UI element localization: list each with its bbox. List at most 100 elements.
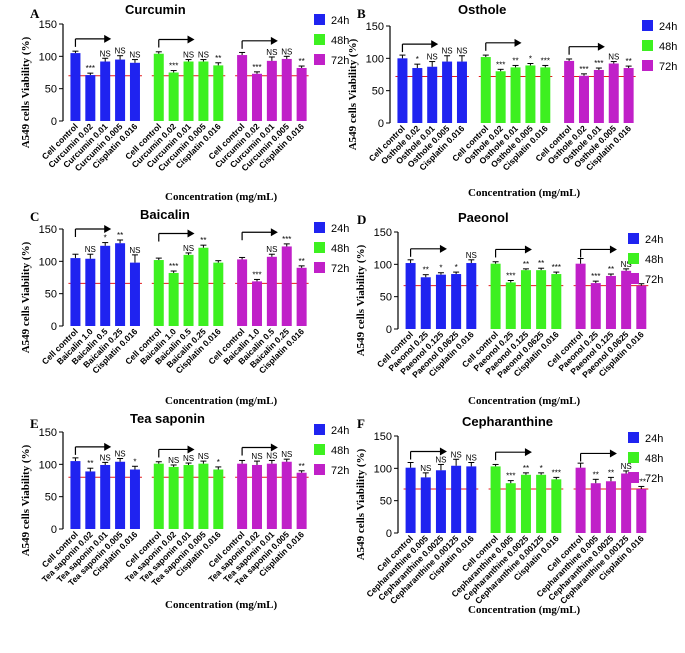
panel-A: A Curcumin 0 50 100 150 A549 cells Viability (…: [20, 2, 349, 203]
chart-title: Curcumin: [125, 2, 186, 17]
panel-letter: D: [357, 212, 366, 227]
significance-label: ***: [252, 63, 261, 72]
bar-72h-4: [636, 285, 647, 329]
bar-24h-4: [129, 469, 140, 529]
bar-24h-4: [129, 62, 140, 121]
legend-swatch-24h: [314, 14, 325, 25]
y-tick-label: 0: [51, 321, 57, 333]
bar-24h-4: [466, 466, 477, 533]
y-tick-label: 150: [39, 224, 57, 236]
y-tick-label: 150: [39, 427, 57, 439]
legend-label-24h: 24h: [331, 425, 349, 437]
significance-label: NS: [466, 454, 477, 463]
significance-label: NS: [198, 452, 209, 461]
bar-24h-0: [405, 263, 416, 329]
y-tick-label: 100: [366, 53, 384, 65]
significance-label: ***: [579, 65, 588, 74]
legend-swatch-24h: [628, 233, 639, 244]
bar-24h-3: [451, 465, 462, 533]
y-tick-label: 0: [386, 528, 392, 540]
significance-label: **: [523, 260, 529, 269]
bar-72h-1: [251, 73, 262, 121]
bar-72h-0: [237, 259, 248, 326]
y-tick-label: 150: [374, 227, 392, 239]
significance-label: ***: [594, 59, 603, 68]
y-tick-label: 100: [39, 459, 57, 471]
significance-label: ***: [86, 64, 95, 73]
bar-72h-0: [237, 55, 248, 121]
arrow-head: [270, 228, 278, 237]
bar-48h-3: [198, 463, 209, 529]
significance-label: NS: [85, 245, 96, 254]
legend-swatch-48h: [642, 40, 653, 51]
panel-letter: B: [357, 6, 366, 21]
bar-72h-4: [296, 267, 307, 326]
significance-label: **: [512, 56, 518, 65]
bar-48h-3: [198, 247, 209, 326]
bar-48h-0: [153, 463, 164, 529]
arrow-head: [104, 34, 112, 43]
x-axis-title: Concentration (mg/mL): [468, 395, 580, 407]
significance-label: ***: [541, 56, 550, 65]
legend-label-72h: 72h: [645, 274, 663, 286]
arrow-head: [439, 447, 447, 456]
bar-48h-1: [505, 282, 516, 329]
bar-24h-3: [115, 59, 126, 121]
legend-label-24h: 24h: [659, 21, 677, 33]
arrow-head: [609, 449, 617, 458]
significance-label: NS: [251, 452, 262, 461]
bar-72h-4: [636, 489, 647, 533]
legend-swatch-24h: [642, 20, 653, 31]
significance-label: NS: [266, 48, 277, 57]
bar-24h-1: [412, 68, 423, 123]
significance-label: **: [200, 236, 206, 245]
y-axis-title: A549 cells Viability (%): [355, 448, 367, 560]
bar-48h-3: [536, 270, 547, 329]
legend-label-48h: 48h: [331, 35, 349, 47]
legend-swatch-24h: [314, 222, 325, 233]
significance-label: **: [299, 462, 305, 471]
arrow-head: [270, 443, 278, 452]
bar-48h-2: [183, 254, 194, 326]
bar-48h-0: [490, 263, 501, 329]
significance-label: NS: [168, 456, 179, 465]
significance-label: NS: [281, 450, 292, 459]
legend-label-72h: 72h: [331, 55, 349, 67]
significance-label: NS: [129, 51, 140, 60]
y-axis-title: A549 cells Viability (%): [20, 444, 32, 556]
bar-48h-4: [213, 65, 224, 121]
legend-swatch-48h: [628, 253, 639, 264]
bar-48h-3: [536, 474, 547, 533]
bar-48h-1: [168, 466, 179, 529]
bar-48h-0: [480, 57, 491, 123]
significance-label: NS: [266, 451, 277, 460]
arrow-head: [431, 40, 439, 49]
significance-label: NS: [115, 47, 126, 56]
legend-label-72h: 72h: [331, 465, 349, 477]
panel-letter: F: [357, 416, 365, 431]
bar-24h-2: [100, 464, 111, 529]
bar-72h-2: [266, 256, 277, 326]
legend-label-24h: 24h: [331, 15, 349, 27]
bar-48h-1: [495, 71, 506, 123]
arrow-head: [104, 225, 112, 233]
y-tick-label: 100: [39, 256, 57, 268]
legend-swatch-48h: [628, 452, 639, 463]
legend-label-72h: 72h: [331, 263, 349, 275]
significance-label: NS: [198, 51, 209, 60]
significance-label: *: [455, 263, 458, 272]
bar-72h-0: [564, 60, 575, 123]
bar-48h-1: [505, 483, 516, 533]
y-tick-label: 150: [39, 19, 57, 31]
arrow-head: [187, 229, 195, 238]
bar-48h-1: [168, 72, 179, 121]
significance-label: NS: [129, 246, 140, 255]
y-axis-title: A549 cells Viability (%): [347, 38, 359, 150]
panel-letter: E: [30, 416, 39, 431]
legend-label-24h: 24h: [331, 223, 349, 235]
significance-label: **: [215, 54, 221, 63]
legend-label-72h: 72h: [659, 61, 677, 73]
legend-swatch-72h: [314, 262, 325, 273]
arrow-head: [187, 35, 195, 44]
